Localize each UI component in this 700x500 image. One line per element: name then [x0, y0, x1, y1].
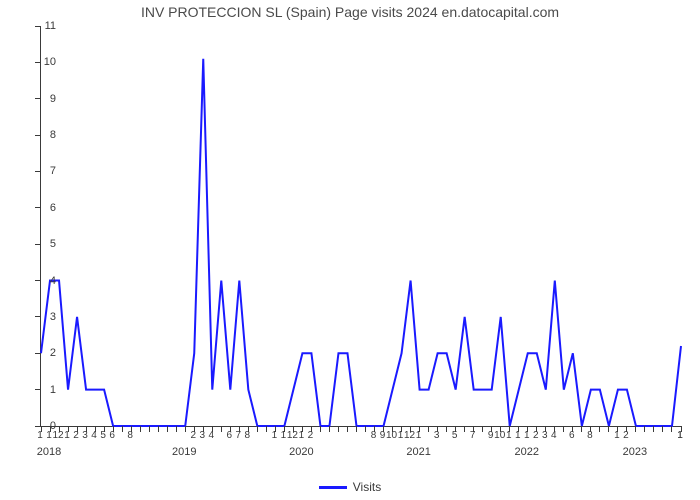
year-label: 2020 — [289, 446, 313, 458]
ytick-label: 1 — [36, 384, 56, 396]
ytick-label: 5 — [36, 238, 56, 250]
xtick — [347, 426, 348, 432]
ytick-label: 10 — [36, 56, 56, 68]
xtick-label: 8 — [371, 430, 377, 441]
year-label: 2022 — [515, 446, 539, 458]
ytick-label: 3 — [36, 311, 56, 323]
xtick — [266, 426, 267, 432]
xtick — [635, 426, 636, 432]
xtick-label: 9 — [380, 430, 386, 441]
xtick-label: 1 — [64, 430, 70, 441]
year-label: 2021 — [406, 446, 430, 458]
xtick — [608, 426, 609, 432]
xtick — [464, 426, 465, 432]
xtick — [671, 426, 672, 432]
xtick-label: 1 — [416, 430, 422, 441]
xtick — [320, 426, 321, 432]
legend-label: Visits — [353, 480, 381, 494]
xtick-label: 2 — [308, 430, 314, 441]
chart-title: INV PROTECCION SL (Spain) Page visits 20… — [0, 4, 700, 20]
xtick-label: 12 — [52, 430, 63, 441]
xtick — [167, 426, 168, 432]
xtick — [482, 426, 483, 432]
xtick-label: 1 — [524, 430, 530, 441]
xtick-label: 2 — [73, 430, 79, 441]
xtick — [563, 426, 564, 432]
xtick-label: 1 — [272, 430, 278, 441]
xtick-label: 8 — [245, 430, 251, 441]
xtick-label: 6 — [109, 430, 115, 441]
xtick-label: 3 — [434, 430, 440, 441]
xtick — [653, 426, 654, 432]
chart-container: INV PROTECCION SL (Spain) Page visits 20… — [0, 0, 700, 500]
xtick — [329, 426, 330, 432]
ytick-label: 11 — [36, 20, 56, 32]
xtick-label: 12 — [404, 430, 415, 441]
xtick-label: 3 — [199, 430, 205, 441]
xtick-label: 2 — [533, 430, 539, 441]
xtick — [446, 426, 447, 432]
xtick — [221, 426, 222, 432]
xtick-label: 5 — [100, 430, 106, 441]
line-series — [41, 26, 681, 426]
xtick-label: 3 — [542, 430, 548, 441]
xtick-label: 6 — [569, 430, 575, 441]
xtick-label: 4 — [208, 430, 214, 441]
xtick — [644, 426, 645, 432]
xtick-label: 1 — [281, 430, 287, 441]
ytick-label: 7 — [36, 165, 56, 177]
xtick-label: 2 — [190, 430, 196, 441]
ytick-label: 8 — [36, 129, 56, 141]
xtick — [176, 426, 177, 432]
xtick-label: 4 — [91, 430, 97, 441]
xtick-label: 8 — [587, 430, 593, 441]
xtick — [257, 426, 258, 432]
xtick-label: 1 — [46, 430, 52, 441]
xtick-label: 3 — [82, 430, 88, 441]
year-label: 2019 — [172, 446, 196, 458]
xtick-label: 1 — [37, 430, 43, 441]
xtick-label: 1 — [677, 430, 683, 441]
ytick-label: 4 — [36, 275, 56, 287]
xtick — [581, 426, 582, 432]
xtick-label: 1 — [299, 430, 305, 441]
xtick-label: 6 — [227, 430, 233, 441]
xtick — [149, 426, 150, 432]
xtick — [158, 426, 159, 432]
xtick-label: 1 — [506, 430, 512, 441]
xtick-label: 12 — [287, 430, 298, 441]
year-label: 2023 — [623, 446, 647, 458]
ytick-label: 9 — [36, 93, 56, 105]
xtick — [185, 426, 186, 432]
xtick — [140, 426, 141, 432]
xtick-label: 1 — [515, 430, 521, 441]
xtick-label: 9 — [488, 430, 494, 441]
xtick — [356, 426, 357, 432]
xtick-label: 7 — [470, 430, 476, 441]
year-label: 2018 — [37, 446, 61, 458]
xtick-label: 1 — [398, 430, 404, 441]
legend: Visits — [0, 480, 700, 494]
visits-line — [41, 59, 681, 426]
xtick — [365, 426, 366, 432]
xtick-label: 7 — [236, 430, 242, 441]
legend-swatch — [319, 486, 347, 489]
xtick — [122, 426, 123, 432]
xtick — [428, 426, 429, 432]
plot-area — [40, 26, 681, 427]
xtick-label: 2 — [623, 430, 629, 441]
xtick-label: 10 — [386, 430, 397, 441]
xtick-label: 4 — [551, 430, 557, 441]
ytick-label: 6 — [36, 202, 56, 214]
xtick-label: 5 — [452, 430, 458, 441]
xtick-label: 10 — [494, 430, 505, 441]
xtick — [599, 426, 600, 432]
xtick — [662, 426, 663, 432]
xtick-label: 8 — [127, 430, 133, 441]
xtick — [338, 426, 339, 432]
xtick-label: 1 — [614, 430, 620, 441]
ytick-label: 2 — [36, 347, 56, 359]
